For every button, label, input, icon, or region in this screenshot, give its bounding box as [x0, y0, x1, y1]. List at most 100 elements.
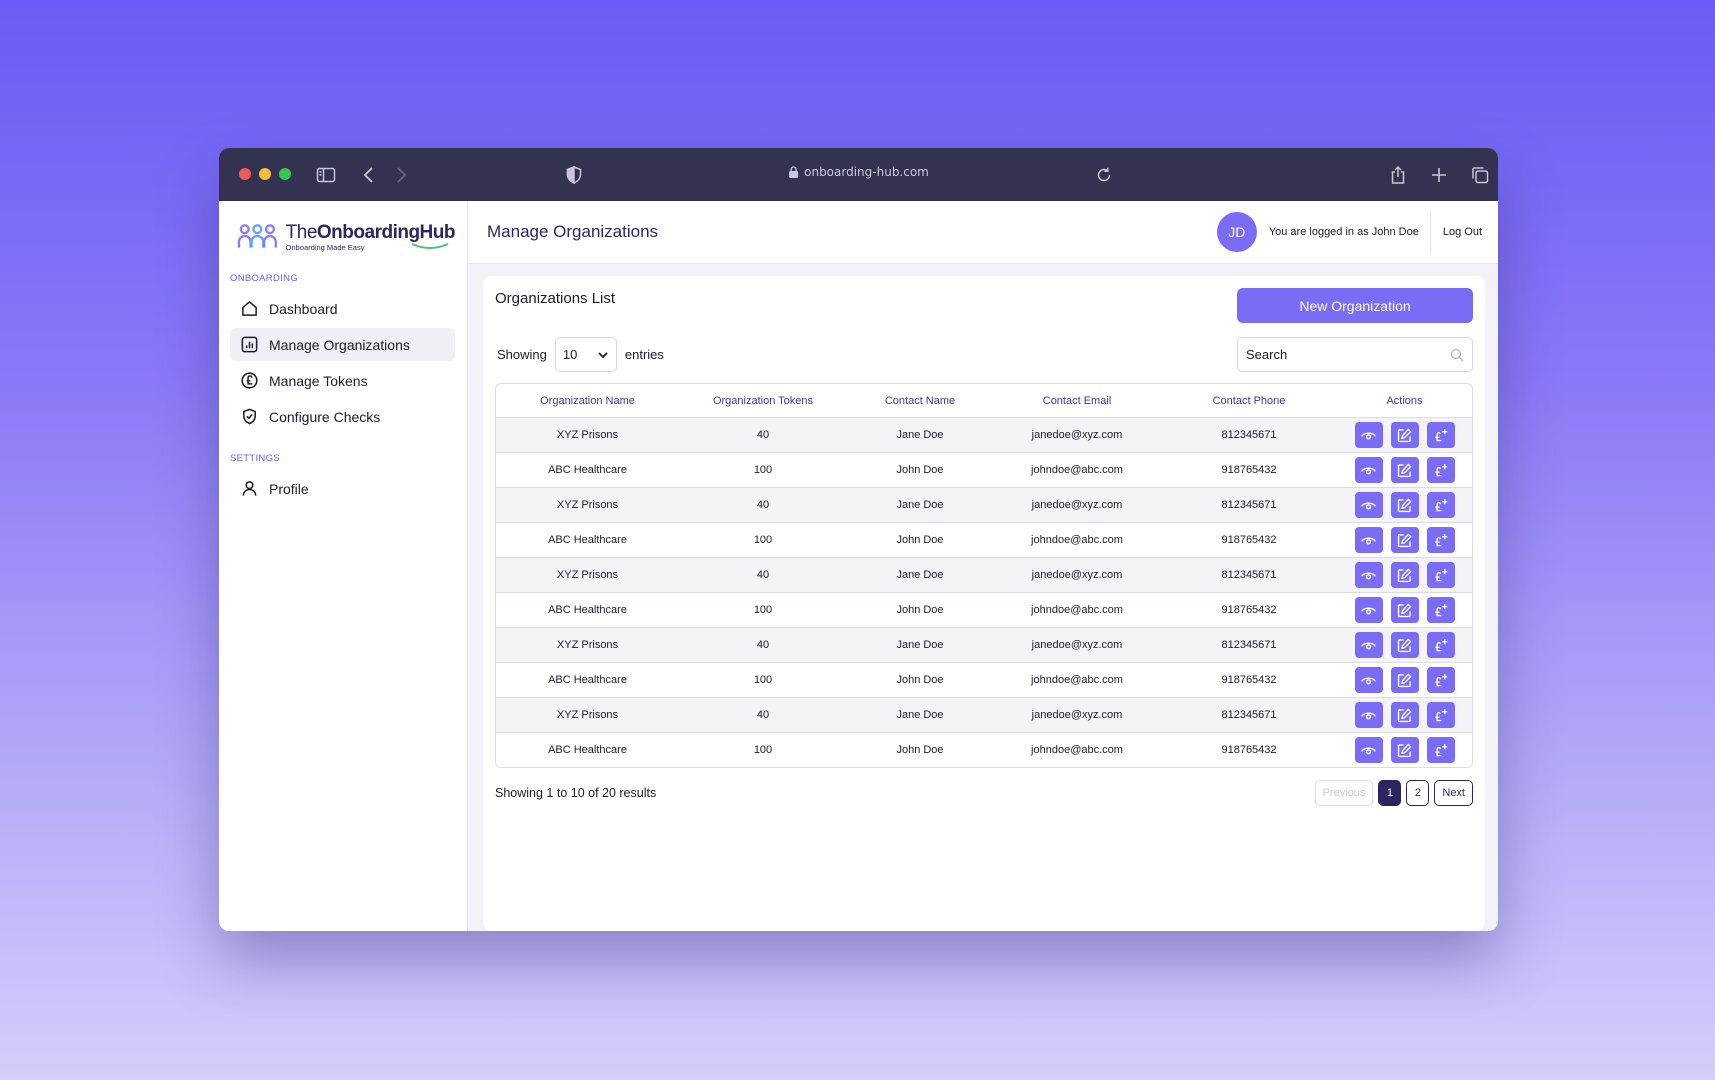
edit-button[interactable]	[1390, 667, 1419, 693]
search-input[interactable]: Search	[1237, 337, 1473, 372]
cell-organization-tokens: 40	[756, 709, 770, 721]
back-arrow-icon[interactable]	[358, 164, 380, 186]
add-tokens-button[interactable]	[1426, 562, 1455, 588]
sidebar-item-dashboard[interactable]: Dashboard	[230, 292, 455, 325]
cell-organization-tokens: 40	[756, 429, 770, 441]
page-1-button[interactable]: 1	[1378, 780, 1402, 806]
cell-organization-tokens: 100	[753, 464, 773, 476]
privacy-shield-icon[interactable]	[563, 164, 585, 186]
address-bar[interactable]: onboarding-hub.com	[788, 165, 929, 179]
sidebar-toggle-icon[interactable]	[315, 164, 337, 186]
column-header-organization-tokens[interactable]: Organization Tokens	[712, 394, 814, 407]
add-tokens-icon	[1432, 742, 1449, 759]
view-button[interactable]	[1354, 632, 1383, 658]
smile-swoosh-icon	[411, 243, 449, 250]
table-footer: Showing 1 to 10 of 20 results Previous 1…	[495, 780, 1473, 806]
edit-button[interactable]	[1390, 492, 1419, 518]
share-icon[interactable]	[1387, 164, 1409, 186]
close-window-button[interactable]	[239, 168, 251, 180]
reload-icon[interactable]	[1093, 164, 1115, 186]
tabs-overview-icon[interactable]	[1469, 164, 1491, 186]
sidebar-item-manage-tokens[interactable]: Manage Tokens	[230, 364, 455, 397]
edit-button[interactable]	[1390, 737, 1419, 763]
edit-button[interactable]	[1390, 597, 1419, 623]
cell-contact-email: johndoe@abc.com	[1031, 674, 1123, 686]
column-header-organization-name[interactable]: Organization Name	[540, 394, 635, 407]
add-tokens-button[interactable]	[1426, 492, 1455, 518]
browser-titlebar: onboarding-hub.com	[219, 148, 1498, 201]
edit-button[interactable]	[1390, 562, 1419, 588]
view-button[interactable]	[1354, 562, 1383, 588]
cell-contact-email: johndoe@abc.com	[1031, 604, 1123, 616]
column-header-contact-name[interactable]: Contact Name	[884, 394, 956, 407]
previous-page-button[interactable]: Previous	[1314, 780, 1374, 806]
entries-select[interactable]: 10	[554, 337, 617, 372]
view-button[interactable]	[1354, 492, 1383, 518]
view-button[interactable]	[1354, 597, 1383, 623]
cell-organization-name: XYZ Prisons	[556, 429, 619, 441]
view-button[interactable]	[1354, 422, 1383, 448]
edit-icon	[1396, 497, 1413, 514]
cell-contact-phone: 918765432	[1221, 604, 1277, 616]
view-button[interactable]	[1354, 702, 1383, 728]
logout-link[interactable]: Log Out	[1442, 226, 1482, 238]
eye-icon	[1360, 742, 1377, 759]
add-tokens-button[interactable]	[1426, 422, 1455, 448]
view-button[interactable]	[1354, 527, 1383, 553]
cell-contact-name: Jane Doe	[896, 499, 944, 511]
view-button[interactable]	[1354, 667, 1383, 693]
sidebar-item-profile[interactable]: Profile	[230, 472, 455, 505]
cell-contact-email: johndoe@abc.com	[1031, 744, 1123, 756]
row-actions	[1337, 667, 1472, 693]
column-header-contact-phone[interactable]: Contact Phone	[1212, 394, 1286, 407]
add-tokens-button[interactable]	[1426, 457, 1455, 483]
new-organization-button[interactable]: New Organization	[1237, 288, 1473, 323]
cell-contact-name: John Doe	[896, 604, 944, 616]
new-tab-icon[interactable]	[1428, 164, 1450, 186]
edit-button[interactable]	[1390, 422, 1419, 448]
cell-organization-tokens: 100	[753, 744, 773, 756]
add-tokens-button[interactable]	[1426, 667, 1455, 693]
cell-organization-tokens: 40	[756, 569, 770, 581]
maximize-window-button[interactable]	[279, 168, 291, 180]
edit-button[interactable]	[1390, 632, 1419, 658]
add-tokens-button[interactable]	[1426, 632, 1455, 658]
table-row: XYZ Prisons 40 Jane Doe janedoe@xyz.com 8123…	[496, 627, 1472, 662]
cell-contact-email: janedoe@xyz.com	[1031, 639, 1123, 651]
cell-organization-name: ABC Healthcare	[548, 534, 627, 546]
app-root: TheOnboardingHub Onboarding Made Easy ON…	[219, 201, 1498, 931]
eye-icon	[1360, 427, 1377, 444]
page-2-button[interactable]: 2	[1406, 780, 1430, 806]
cell-contact-email: janedoe@xyz.com	[1031, 709, 1123, 721]
sidebar-item-manage-organizations[interactable]: Manage Organizations	[230, 328, 455, 361]
cell-contact-phone: 812345671	[1221, 709, 1277, 721]
row-actions	[1337, 702, 1472, 728]
brand-logo[interactable]: TheOnboardingHub Onboarding Made Easy	[230, 219, 456, 253]
showing-label: Showing	[497, 347, 547, 362]
table-row: XYZ Prisons 40 Jane Doe janedoe@xyz.com 8123…	[496, 697, 1472, 732]
results-summary: Showing 1 to 10 of 20 results	[495, 786, 657, 800]
edit-button[interactable]	[1390, 702, 1419, 728]
add-tokens-button[interactable]	[1426, 527, 1455, 553]
add-tokens-button[interactable]	[1426, 597, 1455, 623]
edit-button[interactable]	[1390, 527, 1419, 553]
cell-contact-phone: 918765432	[1221, 744, 1277, 756]
column-header-contact-email[interactable]: Contact Email	[1042, 394, 1112, 407]
cell-contact-name: Jane Doe	[896, 639, 944, 651]
avatar[interactable]: JD	[1216, 212, 1257, 252]
sidebar-item-configure-checks[interactable]: Configure Checks	[230, 400, 455, 433]
logo-title: TheOnboardingHub	[285, 221, 456, 243]
next-page-button[interactable]: Next	[1434, 780, 1473, 806]
minimize-window-button[interactable]	[259, 168, 271, 180]
view-button[interactable]	[1354, 737, 1383, 763]
edit-button[interactable]	[1390, 457, 1419, 483]
add-tokens-button[interactable]	[1426, 702, 1455, 728]
forward-arrow-icon[interactable]	[390, 164, 412, 186]
edit-icon	[1396, 707, 1413, 724]
cell-organization-name: XYZ Prisons	[556, 709, 619, 721]
cell-contact-name: John Doe	[896, 674, 944, 686]
view-button[interactable]	[1354, 457, 1383, 483]
sidebar: TheOnboardingHub Onboarding Made Easy ON…	[219, 201, 468, 931]
add-tokens-button[interactable]	[1426, 737, 1455, 763]
table-row: ABC Healthcare 100 John Doe johndoe@abc.com…	[496, 732, 1472, 767]
